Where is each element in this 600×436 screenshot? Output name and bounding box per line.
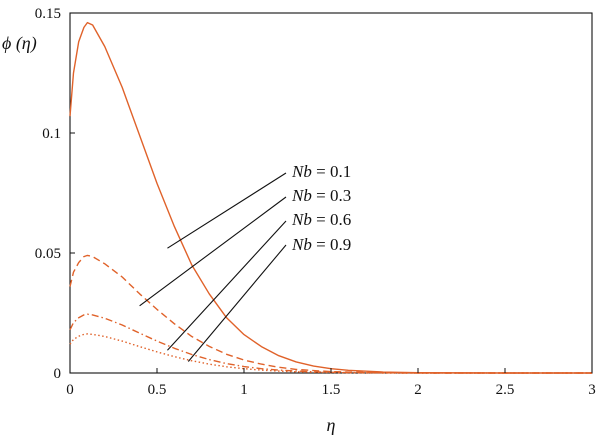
series-layer [69, 21, 592, 374]
y-tick-label: 0 [54, 366, 62, 382]
series-line-4 [69, 333, 592, 374]
annotation-label-1: Nb = 0.1 [291, 162, 351, 181]
annotation-label-3: Nb = 0.6 [291, 210, 351, 229]
y-tick-label: 0.05 [35, 246, 61, 262]
x-tick-label: 2.5 [496, 382, 515, 398]
x-tick-label: 0 [66, 382, 74, 398]
y-axis-title: ϕ (η) [2, 33, 37, 54]
x-tick-label: 3 [588, 382, 596, 398]
annotation-leader-3 [167, 220, 287, 351]
y-tick-label: 0.15 [35, 6, 61, 22]
x-tick-label: 1.5 [322, 382, 341, 398]
x-axis-title: η [327, 415, 336, 435]
x-tick-label: 2 [414, 382, 422, 398]
annotation-label-4: Nb = 0.9 [291, 235, 351, 254]
axis-layer: 0 0.5 1 1.5 2 2.5 3 0 0.05 0.1 0.15 [35, 6, 596, 398]
y-tick-label: 0.1 [42, 126, 61, 142]
series-line-2 [69, 254, 592, 374]
annotation-leader-1 [167, 172, 287, 249]
annotation-label-2: Nb = 0.3 [291, 186, 351, 205]
x-tick-label: 1 [240, 382, 248, 398]
series-line-3 [69, 313, 592, 374]
annotation-leader-2 [139, 196, 287, 307]
x-tick-label: 0.5 [148, 382, 167, 398]
series-line-1 [69, 21, 592, 374]
annotation-leader-4 [187, 244, 287, 362]
annotation-layer: Nb = 0.1 Nb = 0.3 Nb = 0.6 Nb = 0.9 [139, 162, 351, 362]
